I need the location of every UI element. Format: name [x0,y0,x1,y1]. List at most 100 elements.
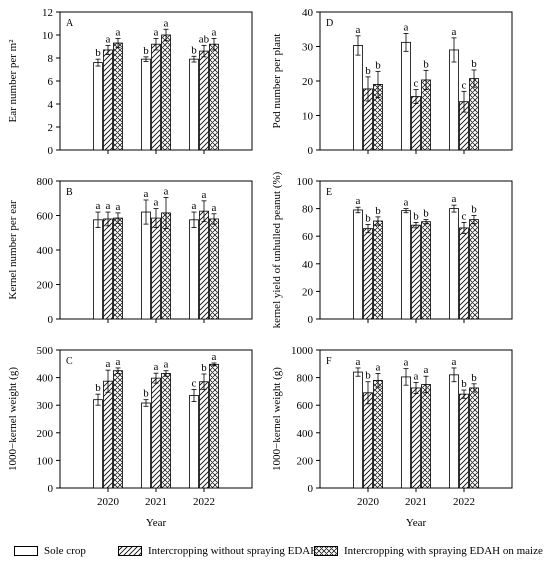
significance-letter: a [414,370,419,382]
bar-sole-crop [401,376,411,489]
panel-label: D [326,18,333,29]
y-tick-label: 60 [302,231,314,243]
bar-intercrop-edah [421,384,431,489]
bar-sole-crop [189,58,199,151]
significance-letter: ab [199,33,210,45]
bar-sole-crop [189,395,199,489]
y-axis-title: 1000−kernel weight (g) [7,367,19,471]
y-axis-title: Kernel number per ear [7,200,19,300]
legend-swatch-crosshatch [314,546,338,556]
bar-intercrop-edah [209,43,219,151]
bar-intercrop-edah [421,79,431,151]
bar-sole-crop [93,219,103,320]
bar-intercrop-edah [161,373,171,489]
significance-letter: a [452,356,457,368]
y-tick-label: 40 [302,259,314,271]
bar-intercrop-edah [161,34,171,151]
significance-letter: a [192,200,197,212]
y-tick-label: 12 [42,7,53,19]
x-tick-label: 2022 [453,496,475,508]
significance-letter: b [143,388,149,400]
y-tick-label: 40 [302,7,314,19]
x-axis-title: Year [146,517,167,529]
significance-letter: b [365,370,371,382]
y-tick-label: 30 [302,42,314,54]
y-tick-label: 20 [302,286,314,298]
y-tick-label: 10 [42,30,54,42]
bar-sole-crop [93,62,103,151]
bar-sole-crop [401,210,411,320]
bar-intercrop-edah [373,379,383,489]
significance-letter: a [212,202,217,214]
bar-intercrop-no-edah [411,387,421,489]
y-tick-label: 300 [37,400,54,412]
y-tick-label: 800 [37,176,54,188]
significance-letter: b [365,65,371,77]
bar-intercrop-edah [469,219,479,320]
x-tick-label: 2021 [145,496,167,508]
bar-sole-crop [141,402,151,489]
significance-letter: b [95,47,101,59]
bar-intercrop-edah [113,370,123,489]
bar-intercrop-no-edah [459,227,469,320]
y-tick-label: 400 [297,428,314,440]
panel-label: A [66,18,74,29]
legend-item-sole-crop: Sole crop [14,545,86,557]
bar-intercrop-no-edah [411,224,421,320]
bar-intercrop-no-edah [199,50,209,151]
y-tick-label: 80 [302,204,314,216]
significance-letter: a [212,26,217,38]
y-tick-label: 500 [37,345,54,357]
y-tick-label: 20 [302,76,314,88]
significance-letter: b [423,58,429,70]
panel-label: E [326,187,332,198]
significance-letter: a [154,361,159,373]
bar-sole-crop [353,209,363,320]
bar-intercrop-edah [469,387,479,489]
y-tick-label: 600 [297,400,314,412]
significance-letter: a [144,188,149,200]
bar-sole-crop [449,49,459,151]
bar-intercrop-edah [209,363,219,489]
significance-letter: c [192,377,197,389]
y-tick-label: 200 [37,428,54,440]
significance-letter: a [116,356,121,368]
significance-letter: b [461,378,467,390]
significance-letter: a [164,17,169,29]
y-tick-label: 100 [297,176,314,188]
legend-swatch-diagonal [118,546,142,556]
bar-intercrop-edah [421,221,431,320]
y-tick-label: 4 [48,99,54,111]
significance-letter: a [106,358,111,370]
y-axis-title: kernel yield of unhulled peanut (%) [271,171,283,328]
bar-sole-crop [449,374,459,489]
significance-letter: b [375,205,381,217]
bar-intercrop-no-edah [103,49,113,151]
significance-letter: a [452,193,457,205]
panel-label: F [326,356,332,367]
bar-intercrop-edah [373,220,383,320]
y-tick-label: 600 [37,211,54,223]
legend-item-intercropping-without: Intercropping without spraying EDAH [118,545,318,557]
y-tick-label: 0 [308,145,314,157]
significance-letter: a [356,356,361,368]
y-tick-label: 400 [37,373,54,385]
bar-intercrop-no-edah [363,392,373,489]
y-tick-label: 8 [48,53,54,65]
significance-letter: a [116,26,121,38]
bar-intercrop-no-edah [199,210,209,320]
bar-intercrop-no-edah [151,377,161,489]
significance-letter: a [212,351,217,363]
x-tick-label: 2020 [357,496,380,508]
bar-intercrop-no-edah [363,228,373,320]
bar-intercrop-no-edah [151,217,161,320]
legend-label: Sole crop [44,545,86,557]
significance-letter: b [143,45,149,57]
y-tick-label: 6 [48,76,54,88]
bar-sole-crop [189,219,199,320]
significance-letter: b [201,362,207,374]
legend-label: Intercropping without spraying EDAH [148,545,319,557]
legend: Sole crop Intercropping without spraying… [0,544,550,562]
